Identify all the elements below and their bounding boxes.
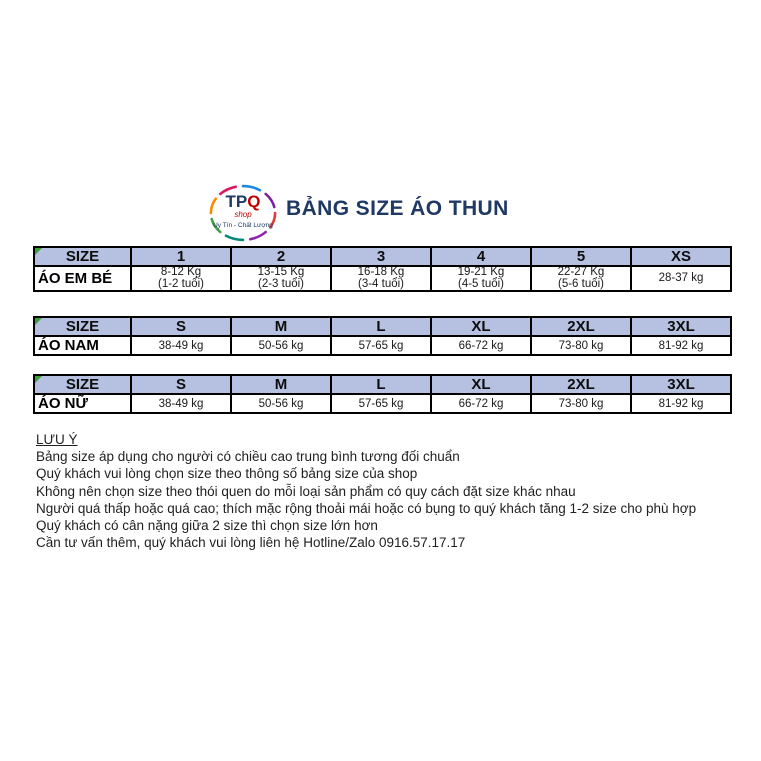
size-header: XL [430, 316, 532, 337]
weight-cell: 57-65 kg [330, 335, 432, 356]
size-header: 1 [130, 246, 232, 267]
excel-corner-marker-icon [36, 319, 42, 325]
size-header: S [130, 316, 232, 337]
table-row: ÁO NAM 38-49 kg 50-56 kg 57-65 kg 66-72 … [33, 335, 732, 356]
table-row: ÁO NỮ 38-49 kg 50-56 kg 57-65 kg 66-72 k… [33, 393, 732, 414]
size-column-header: SIZE [33, 246, 132, 267]
weight-range: 28-37 kg [658, 271, 704, 284]
logo-sub-text: shop [234, 210, 252, 219]
size-column-header: SIZE [33, 316, 132, 337]
size-header: L [330, 374, 432, 395]
weight-range: 19-21 Kg [457, 266, 505, 278]
logo-brand-text: TPQ [204, 193, 282, 210]
age-range: (5-6 tuổi) [557, 277, 605, 290]
size-header: XL [430, 374, 532, 395]
notes-heading: LƯU Ý [36, 432, 78, 447]
age-range: (1-2 tuổi) [157, 277, 205, 290]
size-header: 2 [230, 246, 332, 267]
size-header: 4 [430, 246, 532, 267]
weight-cell: 66-72 kg [430, 393, 532, 414]
tpq-shop-logo: TPQ shop Uy Tín - Chất Lượng [204, 184, 282, 242]
weight-cell: 66-72 kg [430, 335, 532, 356]
size-table-ao-nu: SIZE S M L XL 2XL 3XL ÁO NỮ 38-49 kg 50-… [33, 374, 732, 414]
weight-range: 8-12 Kg [160, 266, 202, 278]
table-header-row: SIZE 1 2 3 4 5 XS [33, 246, 732, 267]
note-line: Cần tư vấn thêm, quý khách vui lòng liên… [36, 535, 466, 551]
weight-cell: 38-49 kg [130, 335, 232, 356]
size-header: 5 [530, 246, 632, 267]
weight-cell: 22-27 Kg (5-6 tuổi) [530, 265, 632, 292]
page-title: BẢNG SIZE ÁO THUN [286, 197, 509, 220]
notes-section: LƯU Ý Bảng size áp dụng cho người có chi… [36, 431, 696, 551]
size-header: M [230, 316, 332, 337]
weight-cell: 19-21 Kg (4-5 tuổi) [430, 265, 532, 292]
age-range: (3-4 tuổi) [357, 277, 405, 290]
weight-cell: 81-92 kg [630, 335, 732, 356]
size-header: M [230, 374, 332, 395]
weight-cell: 73-80 kg [530, 393, 632, 414]
excel-corner-marker-icon [36, 377, 42, 383]
logo-brand-q: Q [247, 192, 261, 211]
weight-cell: 73-80 kg [530, 335, 632, 356]
weight-cell: 50-56 kg [230, 393, 332, 414]
weight-cell: 13-15 Kg (2-3 tuổi) [230, 265, 332, 292]
size-header: 2XL [530, 316, 632, 337]
weight-cell: 8-12 Kg (1-2 tuổi) [130, 265, 232, 292]
logo-tagline: Uy Tín - Chất Lượng [213, 222, 273, 229]
weight-cell: 16-18 Kg (3-4 tuổi) [330, 265, 432, 292]
size-table-ao-nam: SIZE S M L XL 2XL 3XL ÁO NAM 38-49 kg 50… [33, 316, 732, 356]
header-label: SIZE [65, 248, 100, 265]
logo-brand-tp: TP [225, 192, 248, 211]
row-label-ao-nu: ÁO NỮ [33, 393, 132, 414]
note-line: Người quá thấp hoặc quá cao; thích mặc r… [36, 500, 697, 516]
size-header: 3XL [630, 316, 732, 337]
age-range: (4-5 tuổi) [457, 277, 505, 290]
size-header: L [330, 316, 432, 337]
note-line: Bảng size áp dụng cho người có chiều cao… [36, 449, 460, 465]
header-label: SIZE [65, 318, 100, 335]
size-header: 3XL [630, 374, 732, 395]
note-line: Quý khách vui lòng chọn size theo thông … [36, 466, 418, 482]
weight-cell: 28-37 kg [630, 265, 732, 292]
weight-cell: 81-92 kg [630, 393, 732, 414]
weight-range: 22-27 Kg [557, 266, 605, 278]
color-swirl-ring-icon [209, 184, 277, 242]
age-range: (2-3 tuổi) [257, 277, 305, 290]
table-header-row: SIZE S M L XL 2XL 3XL [33, 316, 732, 337]
size-header: 3 [330, 246, 432, 267]
size-header: XS [630, 246, 732, 267]
row-label-ao-nam: ÁO NAM [33, 335, 132, 356]
table-row: ÁO EM BÉ 8-12 Kg (1-2 tuổi) 13-15 Kg (2-3 … [33, 265, 732, 292]
excel-corner-marker-icon [36, 249, 42, 255]
header-label: SIZE [65, 376, 100, 393]
weight-cell: 50-56 kg [230, 335, 332, 356]
size-table-ao-em-be: SIZE 1 2 3 4 5 XS ÁO EM BÉ 8-12 Kg (1-2 t… [33, 246, 732, 292]
note-line: Quý khách có cân nặng giữa 2 size thì ch… [36, 518, 378, 534]
row-label-ao-em-be: ÁO EM BÉ [33, 265, 132, 292]
weight-cell: 57-65 kg [330, 393, 432, 414]
weight-range: 16-18 Kg [357, 266, 405, 278]
table-header-row: SIZE S M L XL 2XL 3XL [33, 374, 732, 395]
weight-cell: 38-49 kg [130, 393, 232, 414]
size-header: S [130, 374, 232, 395]
size-header: 2XL [530, 374, 632, 395]
weight-range: 13-15 Kg [257, 266, 305, 278]
note-line: Không nên chọn size theo thói quen do mỗ… [36, 483, 576, 499]
size-column-header: SIZE [33, 374, 132, 395]
